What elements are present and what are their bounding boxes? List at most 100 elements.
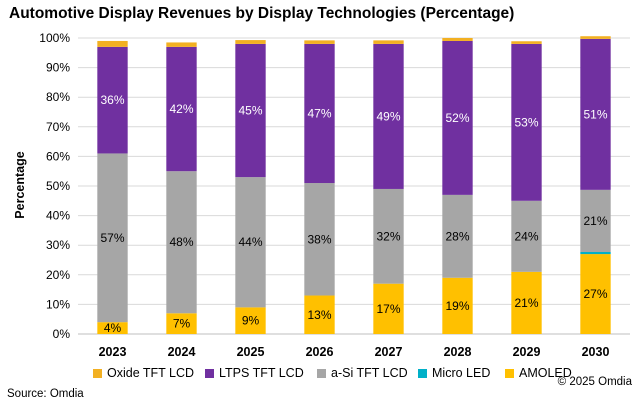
bar-value-label: 19% [445, 299, 469, 313]
y-tick-label: 90% [46, 61, 70, 75]
bar-value-label: 24% [514, 229, 538, 243]
legend-item: AMOLED [505, 366, 572, 380]
bar-segment [304, 183, 335, 296]
legend-label: AMOLED [519, 366, 572, 380]
bar-segment [97, 153, 128, 323]
bar-segment [373, 40, 404, 44]
bar-segment [304, 40, 335, 44]
x-axis-ticks: 2023 2024 2025 2026 2027 2028 2029 2030 [99, 345, 610, 359]
x-tick-label: 2026 [306, 345, 334, 359]
legend-swatch [317, 368, 326, 378]
chart-title: Automotive Display Revenues by Display T… [9, 5, 515, 22]
y-tick-label: 30% [46, 238, 70, 252]
legend-item: Oxide TFT LCD [93, 366, 194, 380]
bar-segment [304, 295, 335, 334]
x-tick-label: 2030 [582, 345, 610, 359]
bar-segment [97, 322, 128, 334]
bar-value-label: 45% [238, 104, 262, 118]
bar-segment [511, 200, 542, 272]
bar-value-label: 27% [583, 287, 607, 301]
bar-segment [511, 271, 542, 334]
bar-segment [442, 40, 473, 195]
bar-segment [442, 38, 473, 41]
bar-segment [373, 283, 404, 334]
bar-value-label: 53% [514, 115, 538, 129]
x-tick-label: 2027 [375, 345, 403, 359]
copyright-note: © 2025 Omdia [557, 376, 632, 388]
bar-value-label: 7% [173, 317, 191, 331]
x-tick-label: 2025 [237, 345, 265, 359]
legend-item: LTPS TFT LCD [205, 366, 304, 380]
y-tick-label: 80% [46, 90, 70, 104]
legend-item: a-Si TFT LCD [317, 366, 408, 380]
y-tick-label: 60% [46, 149, 70, 163]
bar-segment [166, 46, 197, 172]
bar-value-label: 13% [307, 308, 331, 322]
y-tick-label: 40% [46, 209, 70, 223]
bar-segment [235, 307, 266, 334]
bar-value-label: 28% [445, 229, 469, 243]
bar-segment [235, 177, 266, 308]
bar-value-label: 21% [583, 214, 607, 228]
bar-value-label: 47% [307, 106, 331, 120]
bar-segment [97, 46, 128, 154]
legend-label: Micro LED [432, 366, 491, 380]
bar-segment [580, 36, 611, 39]
bar-segment [442, 194, 473, 278]
legend-item: Micro LED [418, 366, 490, 380]
bar-value-label: 4% [104, 321, 122, 335]
bar-segment [166, 42, 197, 47]
bar-value-label: 32% [376, 229, 400, 243]
source-note: Source: Omdia [7, 388, 84, 400]
legend-swatch [93, 368, 102, 378]
bar-value-labels: 4% 57% 36% 7% 48% 42% 9% 44% 45% 13% 38% 47% 17% 32% 4… [100, 93, 607, 335]
bar-value-label: 44% [238, 235, 262, 249]
bar-segment [511, 43, 542, 201]
y-tick-label: 0% [53, 327, 71, 341]
bar-segment [442, 277, 473, 334]
bar-segment [373, 43, 404, 189]
legend-label: Oxide TFT LCD [107, 366, 195, 380]
y-tick-label: 20% [46, 268, 70, 282]
legend-swatch [418, 368, 427, 378]
legend-label: LTPS TFT LCD [219, 366, 304, 380]
gridlines [78, 37, 630, 335]
x-tick-label: 2029 [513, 345, 541, 359]
y-tick-label: 70% [46, 120, 70, 134]
bar-segment [166, 313, 197, 334]
bar-segment [580, 189, 611, 253]
bar-value-label: 51% [583, 107, 607, 121]
y-tick-label: 10% [46, 297, 70, 311]
bar-segment [373, 188, 404, 284]
bar-value-label: 49% [376, 109, 400, 123]
x-tick-label: 2024 [168, 345, 196, 359]
y-axis-label: Percentage [13, 151, 27, 218]
bar-value-label: 17% [376, 302, 400, 316]
bar-value-label: 21% [514, 296, 538, 310]
y-axis-ticks: 0% 10% 20% 30% 40% 50% 60% 70% 80% 90% 100% [39, 31, 70, 341]
bar-segment [166, 171, 197, 314]
bar-value-label: 52% [445, 111, 469, 125]
x-tick-label: 2023 [99, 345, 127, 359]
y-tick-label: 100% [39, 31, 70, 45]
bar-value-label: 57% [100, 231, 124, 245]
bar-value-label: 36% [100, 93, 124, 107]
bar-value-label: 38% [307, 232, 331, 246]
bars [97, 36, 611, 334]
bar-value-label: 48% [169, 235, 193, 249]
bar-value-label: 9% [242, 314, 260, 328]
bar-segment [580, 254, 611, 334]
legend-swatch [205, 368, 214, 378]
legend-label: a-Si TFT LCD [331, 366, 408, 380]
bar-value-label: 42% [169, 102, 193, 116]
y-tick-label: 50% [46, 179, 70, 193]
bar-segment [511, 41, 542, 44]
bar-segment [580, 38, 611, 190]
bar-segment [304, 43, 335, 184]
bar-segment [235, 40, 266, 44]
bar-segment [97, 40, 128, 47]
x-tick-label: 2028 [444, 345, 472, 359]
legend-swatch [505, 368, 514, 378]
bar-segment [580, 252, 611, 255]
